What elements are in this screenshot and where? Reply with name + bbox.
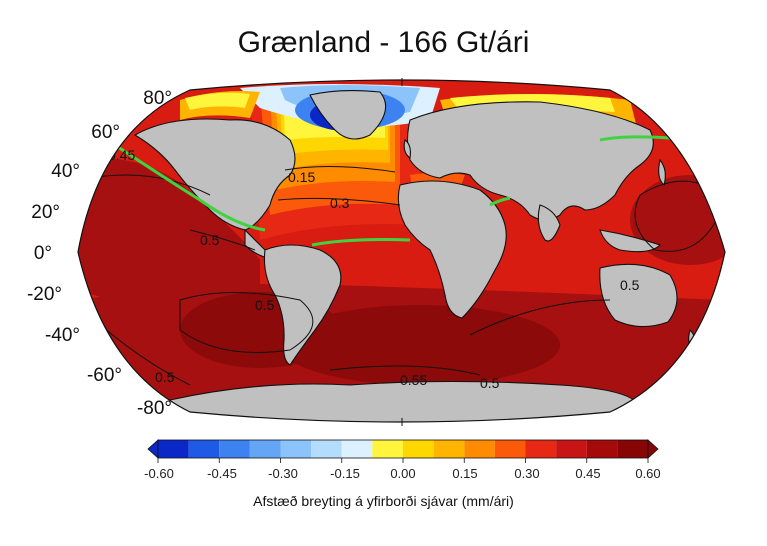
contour-label-05-sw: 0.5 <box>155 369 175 385</box>
colorbar-swatch <box>586 440 618 458</box>
colorbar-swatch <box>525 440 557 458</box>
cb-tick-m015: -0.15 <box>330 466 360 481</box>
india <box>537 204 561 242</box>
cb-tick-015: 0.15 <box>452 466 478 481</box>
zero-contour-redsea <box>489 196 511 207</box>
lat-label-20: 20° <box>31 202 60 223</box>
contour-label-05-south: 0.5 <box>255 297 275 313</box>
lat-label-60: 60° <box>91 122 120 143</box>
contour-label-055: 0.55 <box>400 372 427 388</box>
lat-label-m40: -40° <box>44 325 80 346</box>
greenland <box>309 90 387 140</box>
lat-label-m20: -20° <box>26 284 62 305</box>
colorbar-swatch <box>464 440 495 458</box>
lat-label-m60: -60° <box>86 365 122 386</box>
contour-030 <box>277 197 401 206</box>
cb-tick-030: 0.30 <box>514 466 540 481</box>
cb-tick-060: 0.60 <box>635 466 661 481</box>
colorbar-swatch <box>494 440 526 458</box>
zero-contour <box>114 135 671 247</box>
australia <box>599 263 678 328</box>
cb-tick-045: 0.45 <box>575 466 601 481</box>
arctic-west-yellow <box>185 92 250 110</box>
colorbar-swatch <box>311 440 342 458</box>
colorbar-swatch <box>341 440 373 458</box>
lat-label-40: 40° <box>51 161 80 182</box>
contour-label-group: 0.15 0.3 0.5 0.5 0.55 0.5 0.45 0.5 0.5 <box>108 147 640 391</box>
eurasia <box>406 101 654 221</box>
colorbar-swatch <box>249 440 281 458</box>
indonesia <box>599 229 662 253</box>
colorbar-swatch <box>433 440 465 458</box>
cb-tick-000: 0.00 <box>390 466 416 481</box>
zero-contour-pacific <box>114 143 266 232</box>
contour-label-03: 0.3 <box>330 195 350 211</box>
colorbar-swatch <box>158 440 189 458</box>
zero-contour-nwpacific <box>599 135 671 142</box>
zero-contour-atlantic <box>311 238 411 247</box>
map-title: Grænland - 166 Gt/ári <box>237 26 530 59</box>
contour-lines <box>79 165 725 386</box>
antarctica <box>159 380 641 422</box>
globe-outline <box>77 79 726 423</box>
contour-05-west <box>189 229 256 251</box>
colorbar-swatch <box>372 440 403 458</box>
land <box>133 90 696 422</box>
north-america <box>133 118 296 231</box>
cb-tick-m060: -0.60 <box>144 466 174 481</box>
colorbar-arrow-right <box>647 439 659 459</box>
cb-tick-m030: -0.30 <box>268 466 298 481</box>
colorbar-swatch <box>617 440 648 458</box>
colorbar-swatch <box>280 440 312 458</box>
contour-label-05-se: 0.5 <box>480 375 500 391</box>
contour-label-045-nw: 0.45 <box>108 147 135 163</box>
southern-ocean-darkest-mid <box>280 305 560 385</box>
contour-pacific-east <box>634 180 725 252</box>
british-isles <box>403 139 411 159</box>
south-america <box>263 244 342 366</box>
contour-055-mid <box>329 365 481 376</box>
contour-045-east <box>469 299 611 336</box>
colorbar-swatch <box>219 440 250 458</box>
colorbar-arrow-left <box>147 439 159 459</box>
cb-tick-m045: -0.45 <box>207 466 237 481</box>
lat-label-0: 0° <box>33 243 52 264</box>
contour-015 <box>284 165 396 173</box>
contour-label-05-west: 0.5 <box>200 232 220 248</box>
contour-label-015: 0.15 <box>288 169 315 185</box>
map-field: 0.15 0.3 0.5 0.5 0.55 0.5 0.45 0.5 0.5 <box>78 80 725 422</box>
colorbar <box>147 439 659 463</box>
lat-label-m80: -80° <box>136 398 172 419</box>
contour-label-05-east: 0.5 <box>620 277 640 293</box>
colorbar-swatch <box>403 440 434 458</box>
pacific-east-dark <box>630 175 725 265</box>
contour-055-west <box>179 292 314 353</box>
japan <box>658 158 666 186</box>
colorbar-swatch <box>556 440 587 458</box>
africa <box>397 180 507 319</box>
colorbar-title: Afstæð breyting á yfirborði sjávar (mm/á… <box>253 493 514 509</box>
colorbar-swatch <box>188 440 220 458</box>
